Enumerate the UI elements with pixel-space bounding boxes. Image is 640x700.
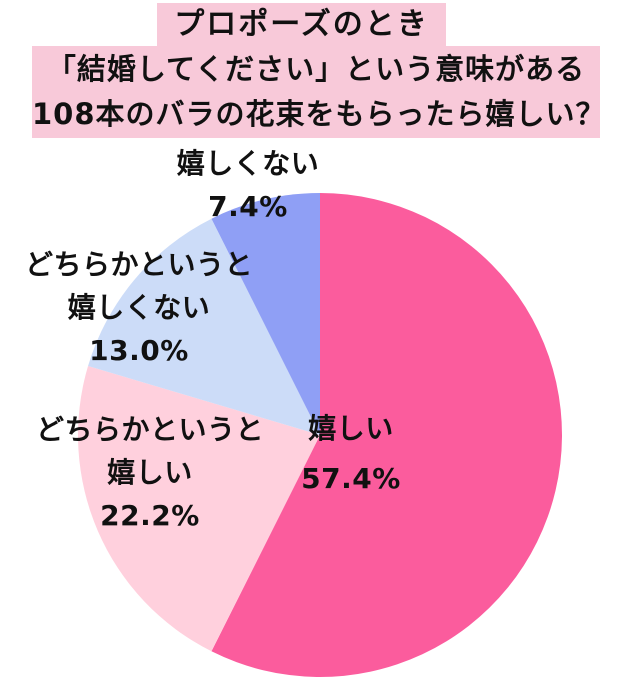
- chart-title-line1: プロポーズのとき: [157, 3, 446, 46]
- slice-label-text: どちらかというと: [24, 248, 253, 281]
- slice-label-pct: 13.0%: [89, 334, 189, 367]
- chart-title-body: 「結婚してください」という意味がある 108本のバラの花束をもらったら嬉しい？: [32, 46, 606, 138]
- slice-label-dochiraka-ureshii: どちらかというと 嬉しい 22.2%: [0, 408, 300, 537]
- pie-slice-1: [78, 366, 320, 652]
- slice-label-dochiraka-ureshikunai: どちらかというと 嬉しくない 13.0%: [0, 243, 289, 372]
- slice-label-pct: 22.2%: [100, 499, 200, 532]
- slice-label-text: 嬉しい: [308, 412, 394, 445]
- chart-title-line2: 「結婚してください」という意味がある: [46, 52, 586, 86]
- slice-label-ureshii: 嬉しい 57.4%: [201, 404, 501, 504]
- pie-slice-0: [211, 193, 562, 677]
- slice-label-text: 嬉しい: [107, 456, 193, 489]
- slice-label-text: どちらかというと: [35, 413, 264, 446]
- slice-label-pct: 57.4%: [301, 462, 401, 495]
- slice-label-text: 嬉しくない: [176, 147, 320, 180]
- pie-slice-3: [211, 193, 320, 435]
- slice-label-pct: 7.4%: [208, 190, 288, 223]
- chart-title-line3: 108本のバラの花束をもらったら嬉しい？: [32, 97, 606, 131]
- slice-label-text: 嬉しくない: [67, 291, 211, 324]
- slice-label-ureshikunai: 嬉しくない 7.4%: [98, 142, 398, 228]
- pie-slice-2: [88, 218, 320, 435]
